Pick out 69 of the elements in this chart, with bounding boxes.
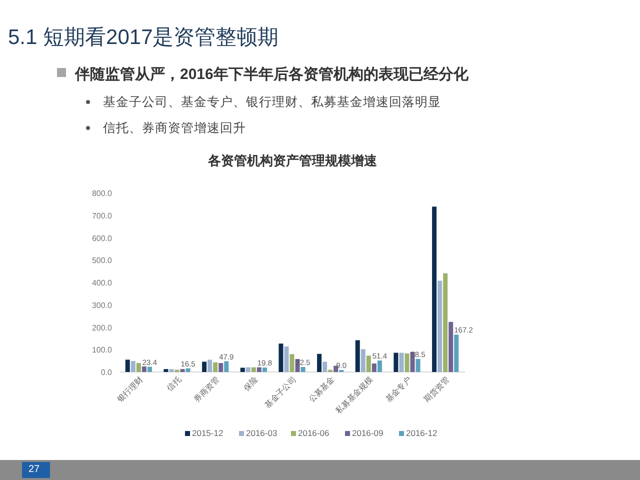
text: 5.1 短期看2017是资管整顿期 (8, 26, 279, 49)
bar (186, 368, 190, 372)
y-tick-label: 700.0 (92, 211, 113, 220)
y-tick-label: 400.0 (92, 278, 113, 288)
bar (432, 206, 437, 372)
x-tick-label: 基金子公司 (263, 375, 298, 410)
x-tick-label: 银行理财 (114, 375, 145, 405)
bar (372, 363, 376, 372)
bar (125, 360, 130, 372)
bar (355, 340, 360, 372)
legend-label: 2016-06 (298, 428, 330, 438)
bar (164, 369, 168, 372)
y-tick-label: 600.0 (92, 234, 113, 243)
bar (366, 356, 371, 372)
bar (147, 366, 152, 372)
bar (208, 360, 212, 372)
bar (262, 368, 267, 372)
bar (240, 368, 245, 372)
bar (300, 366, 306, 372)
y-tick-label: 0.0 (100, 368, 113, 377)
bar (130, 361, 136, 372)
x-tick-label: 信托 (165, 375, 183, 393)
bar (290, 354, 294, 372)
bar (416, 358, 420, 372)
bar (322, 362, 328, 372)
bar (251, 367, 256, 372)
legend-label: 2016-03 (246, 428, 278, 438)
bar (394, 352, 398, 372)
bar (142, 366, 146, 372)
y-tick-label: 200.0 (92, 323, 113, 332)
bar (443, 273, 448, 372)
bar (448, 322, 454, 372)
text: 基金子公司、基金专户、银行理财、私募基金增速回落明显 (103, 95, 441, 109)
bar (317, 354, 322, 372)
legend-label: 2015-12 (192, 428, 224, 438)
bar (399, 352, 404, 372)
x-tick-label: 券商资管 (192, 375, 222, 404)
y-tick-label: 300.0 (92, 300, 113, 310)
bar (454, 334, 459, 372)
bar (213, 362, 218, 372)
y-tick-label: 500.0 (92, 256, 113, 266)
bar (334, 366, 338, 372)
bar (256, 367, 262, 372)
bar (377, 360, 382, 372)
x-tick-label: 私募基金规模 (334, 375, 375, 416)
bar (438, 280, 442, 372)
bar (224, 361, 229, 372)
bar (404, 353, 410, 372)
legend-label: 2016-09 (352, 428, 384, 438)
x-tick-label: 期货资管 (422, 375, 452, 404)
chart-title: 各资管机构资产管理规模增速 (207, 153, 378, 168)
legend-label: 2016-12 (406, 428, 438, 438)
y-tick-label: 100.0 (92, 346, 113, 355)
bar (246, 367, 250, 372)
bar (360, 349, 366, 372)
bar (218, 363, 224, 372)
x-tick-label: 基金专户 (384, 375, 413, 404)
bar (278, 344, 284, 372)
x-tick-label: 保险 (242, 375, 260, 393)
text: 27 (28, 464, 40, 475)
y-tick-label: 800.0 (92, 189, 113, 198)
x-tick-label: 公募基金 (307, 375, 336, 404)
bar (284, 346, 289, 372)
bar (202, 362, 207, 372)
bar (136, 363, 141, 372)
bar (169, 369, 174, 372)
bar (180, 369, 185, 372)
text: 信托、券商资管增速回升 (103, 121, 246, 135)
text: 伴随监管从严，2016年下半年后各资管机构的表现已经分化 (74, 66, 470, 83)
